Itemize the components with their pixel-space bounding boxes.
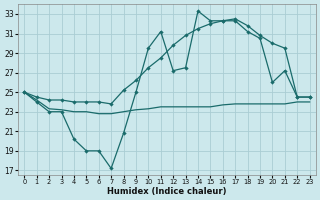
X-axis label: Humidex (Indice chaleur): Humidex (Indice chaleur) (107, 187, 227, 196)
